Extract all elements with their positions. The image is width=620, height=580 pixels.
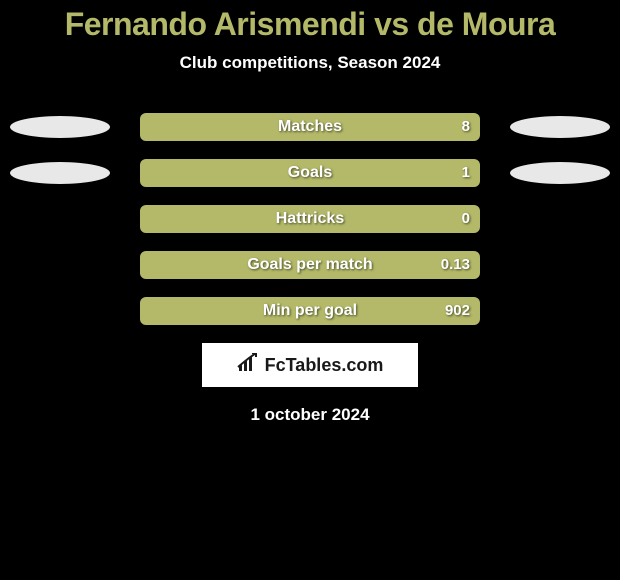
stat-bar: Matches8: [140, 113, 480, 141]
stat-bar: Goals per match0.13: [140, 251, 480, 279]
stat-row: Hattricks0: [0, 205, 620, 233]
chart-icon: [237, 353, 261, 378]
stat-row: Matches8: [0, 113, 620, 141]
stat-value: 8: [462, 113, 470, 141]
stat-label: Matches: [140, 113, 480, 141]
stats-container: Matches8Goals1Hattricks0Goals per match0…: [0, 113, 620, 325]
stat-row: Min per goal902: [0, 297, 620, 325]
flag-right: [510, 116, 610, 138]
stat-value: 0.13: [441, 251, 470, 279]
stat-label: Goals per match: [140, 251, 480, 279]
flag-left: [10, 162, 110, 184]
stat-bar: Min per goal902: [140, 297, 480, 325]
page-title: Fernando Arismendi vs de Moura: [0, 0, 620, 43]
flag-left: [10, 116, 110, 138]
date-line: 1 october 2024: [0, 405, 620, 425]
stat-label: Min per goal: [140, 297, 480, 325]
stat-row: Goals1: [0, 159, 620, 187]
stat-bar: Hattricks0: [140, 205, 480, 233]
stat-label: Hattricks: [140, 205, 480, 233]
stat-row: Goals per match0.13: [0, 251, 620, 279]
logo-text: FcTables.com: [265, 355, 384, 376]
stat-value: 902: [445, 297, 470, 325]
stat-value: 1: [462, 159, 470, 187]
stat-value: 0: [462, 205, 470, 233]
stat-bar: Goals1: [140, 159, 480, 187]
logo-box: FcTables.com: [202, 343, 418, 387]
flag-right: [510, 162, 610, 184]
stat-label: Goals: [140, 159, 480, 187]
subtitle: Club competitions, Season 2024: [0, 53, 620, 73]
